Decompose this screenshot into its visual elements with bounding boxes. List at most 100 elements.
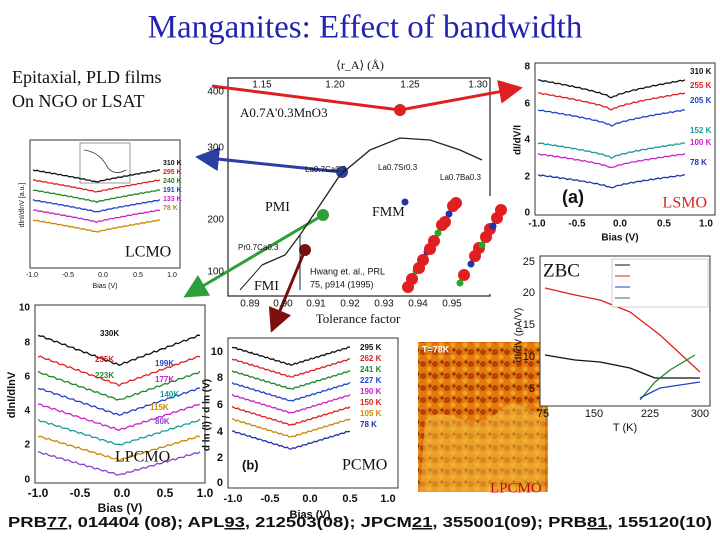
tick-label: 5 [529,383,535,395]
spectrum-curve [37,334,201,367]
material-label: LCMO [125,244,171,261]
tick-label: 15 [523,319,535,331]
citation: 75, p914 (1995) [310,279,374,289]
tick-label: 6 [217,399,223,411]
axis-title: Bias (V) [290,509,331,521]
tick-label: 0.95 [442,299,462,310]
atom [401,198,409,206]
spectrum-curve [537,109,686,127]
tick-label: 0.91 [306,299,326,310]
tick-label: 0.93 [374,299,394,310]
legend-entry: 78 K [360,420,377,429]
tick-label: 10 [211,346,223,358]
spectrum-curve [231,369,351,390]
atom [478,241,486,249]
reference-part: 93 [224,514,244,531]
tick-label: 225 [641,408,659,420]
spectrum-curve [537,142,686,160]
tick-label: 10 [19,303,31,314]
connector [211,84,401,112]
image-note: T=78K [422,344,450,354]
reference-part: , 212503(08); JPCM [245,514,412,531]
tick-label: 0.0 [98,272,108,279]
legend-entry: 223K [95,371,114,380]
reference-part: PRB [8,514,47,531]
citation: Hwang et. al., PRL [310,266,385,276]
spectrum-curve [37,370,201,401]
atom [413,262,425,274]
legend-entry: 295 K [360,343,382,352]
spectrum-curve [32,209,161,224]
pcmo-frame [227,337,399,489]
compound-label: La0.7Ba0.3 [440,173,481,182]
material-label: LPCMO [490,480,542,496]
spectrum-curve [538,92,686,111]
spectrum-curve [231,405,351,426]
formula: A0.7A'0.3MnO3 [240,105,328,120]
axis-title: T (K) [613,422,637,434]
tick-label: -0.5 [568,219,586,230]
marker-dot [336,166,348,178]
tick-label: 8 [217,372,223,384]
arrow [399,79,523,112]
tick-label: 20 [523,287,535,299]
axis-title: dI/dV (pA/V) [514,308,525,362]
material-label: LSMO [663,195,707,212]
atom [491,212,503,224]
tick-label: 75 [537,408,549,420]
tick-label: -0.5 [261,493,280,505]
spectrum-curve [32,198,161,213]
legend-entry: 133 K [163,196,182,203]
tick-label: 4 [217,426,224,438]
phase-boundary [239,264,263,291]
legend-entry: 100 K [690,138,712,147]
tick-label: 0.92 [340,299,360,310]
tick-label: 0.5 [657,219,671,230]
tick-label: 0.90 [273,299,293,310]
legend-entry: 255 K [690,81,712,90]
legend-entry: 295 K [163,169,182,176]
atom [458,269,470,281]
legend-entry: 115K [150,403,169,412]
tick-label: 0.0 [613,219,627,230]
marker-dot [299,244,311,256]
spectrum-curve [231,393,351,414]
axis-title: Tolerance factor [316,311,401,326]
spectrum-curve [37,418,201,446]
spectrum-curve [32,169,161,183]
legend-entry: 140K [160,390,179,399]
tick-label: -0.5 [70,486,91,500]
reference-part: 21 [412,514,432,531]
spectrum-curve [37,450,201,476]
material-label: LPCMO [115,449,170,466]
legend-entry: 235K [95,355,114,364]
tick-label: 1.0 [699,219,713,230]
tick-label: 4 [24,406,30,417]
arrow [183,213,324,298]
legend-entry: 199K [155,359,174,368]
arrow [195,147,343,174]
axis-title: d ln (I) / d ln (V) [202,379,213,451]
panel-label: (a) [562,187,584,207]
spectrum-curve [231,430,351,450]
atom [434,229,442,237]
spectrum-curve [37,403,201,432]
crystal-structure [398,196,510,294]
spectrum-curve [37,387,201,416]
tick-label: 2 [524,172,530,183]
spectrum-curve [537,79,686,99]
spectrum-curve [32,189,161,204]
tick-label: 0.5 [157,486,174,500]
tick-label: -0.5 [62,272,74,279]
tick-label: 400 [207,87,224,98]
legend-entry: 240 K [163,178,182,185]
atom [467,260,475,268]
spectrum-curve [537,173,686,189]
zbc-curve [639,354,696,401]
axis-title: ⟨r_A⟩ (Å) [336,58,384,72]
marker-dot [317,209,329,221]
tick-label: 1.20 [325,80,345,91]
atom [450,197,462,209]
zbc-curve [544,354,700,379]
tick-label: 8 [24,338,30,349]
